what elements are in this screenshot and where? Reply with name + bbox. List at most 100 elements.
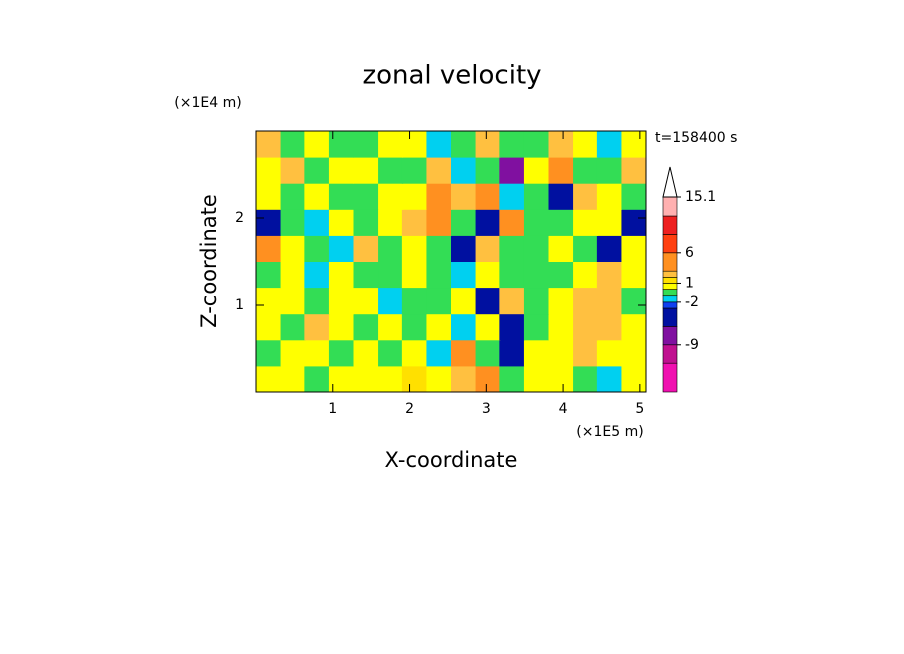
field-cell — [475, 157, 501, 184]
field-cell — [304, 183, 330, 210]
field-cell — [548, 131, 574, 158]
field-cell — [353, 313, 379, 341]
field-cell — [451, 287, 477, 315]
field-cell — [426, 261, 452, 289]
field-cell — [401, 235, 427, 262]
field-cell — [426, 235, 452, 262]
field-cell — [548, 287, 574, 315]
field-cell — [304, 157, 330, 184]
field-cell — [573, 235, 599, 262]
field-cell — [596, 235, 622, 262]
field-cell — [256, 339, 282, 367]
field-cell — [426, 365, 452, 393]
field-cell — [328, 287, 354, 315]
field-cell — [304, 131, 330, 158]
field-cell — [523, 209, 549, 236]
field-cell — [499, 131, 525, 158]
field-cell — [621, 131, 647, 158]
field-cell — [523, 365, 549, 393]
field-cell — [378, 131, 404, 158]
colorbar-label: 6 — [685, 245, 694, 261]
field-cell — [280, 339, 306, 367]
colorbar-segment — [662, 270, 678, 278]
field-cell — [401, 339, 427, 367]
field-cell — [304, 313, 330, 341]
colorbar-segment — [662, 307, 678, 327]
field-cell — [378, 209, 404, 236]
x-unit: (×1E5 m) — [576, 424, 643, 440]
field-cell — [596, 157, 622, 184]
colorbar-segment — [662, 289, 678, 297]
field-cell — [426, 339, 452, 367]
field-cell — [523, 287, 549, 315]
field-cell — [256, 313, 282, 341]
field-cell — [621, 313, 647, 341]
field-cell — [523, 183, 549, 210]
colorbar-segment — [662, 277, 678, 284]
field-cell — [548, 209, 574, 236]
field-cell — [378, 235, 404, 262]
field-cell — [304, 235, 330, 262]
field-cell — [573, 261, 599, 289]
field-cell — [378, 287, 404, 315]
field-cell — [548, 339, 574, 367]
colorbar-segment — [662, 344, 678, 364]
colorbar-segment — [662, 362, 678, 393]
x-tick-label: 4 — [559, 401, 568, 417]
field-cell — [304, 287, 330, 315]
field-cell — [475, 313, 501, 341]
time-label: t=158400 s — [655, 130, 737, 146]
field-cell — [573, 339, 599, 367]
field-cell — [401, 313, 427, 341]
colorbar-over — [662, 166, 678, 198]
field-cell — [426, 313, 452, 341]
field-cell — [451, 131, 477, 158]
colorbar-segment — [662, 301, 678, 309]
field-cell — [256, 365, 282, 393]
field-cell — [499, 157, 525, 184]
y-tick-label: 1 — [235, 297, 244, 313]
field-cell — [256, 287, 282, 315]
field-cell — [499, 235, 525, 262]
plot-frame — [255, 130, 647, 393]
field-cell — [401, 157, 427, 184]
colorbar-segment — [662, 215, 678, 235]
field-cell — [621, 209, 647, 236]
field-cell — [280, 313, 306, 341]
field-cell — [280, 287, 306, 315]
field-cell — [475, 339, 501, 367]
field-cell — [451, 261, 477, 289]
field-cell — [451, 157, 477, 184]
field-cell — [378, 339, 404, 367]
field-cell — [621, 365, 647, 393]
field-cell — [353, 131, 379, 158]
field-cell — [378, 313, 404, 341]
colorbar-segment — [662, 252, 678, 272]
colorbar-segment — [662, 283, 678, 290]
field-cell — [573, 131, 599, 158]
field-cell — [304, 365, 330, 393]
colorbar-segment — [662, 295, 678, 303]
field-cell — [596, 339, 622, 367]
field-cell — [353, 287, 379, 315]
field-cell — [328, 235, 354, 262]
field-cell — [621, 157, 647, 184]
field-cell — [621, 235, 647, 262]
field-cell — [451, 183, 477, 210]
field-cell — [596, 287, 622, 315]
field-cell — [573, 313, 599, 341]
field-cell — [548, 261, 574, 289]
field-cell — [451, 313, 477, 341]
chart-title: zonal velocity — [362, 61, 541, 91]
x-tick-label: 5 — [635, 401, 644, 417]
field-cell — [304, 339, 330, 367]
field-cell — [328, 313, 354, 341]
field-cell — [475, 131, 501, 158]
colorbar-segment — [662, 326, 678, 346]
field-cell — [426, 209, 452, 236]
x-tick-label: 1 — [328, 401, 337, 417]
y-axis-title: Z-coordinate — [197, 194, 221, 328]
field-cell — [328, 339, 354, 367]
field-cell — [499, 261, 525, 289]
